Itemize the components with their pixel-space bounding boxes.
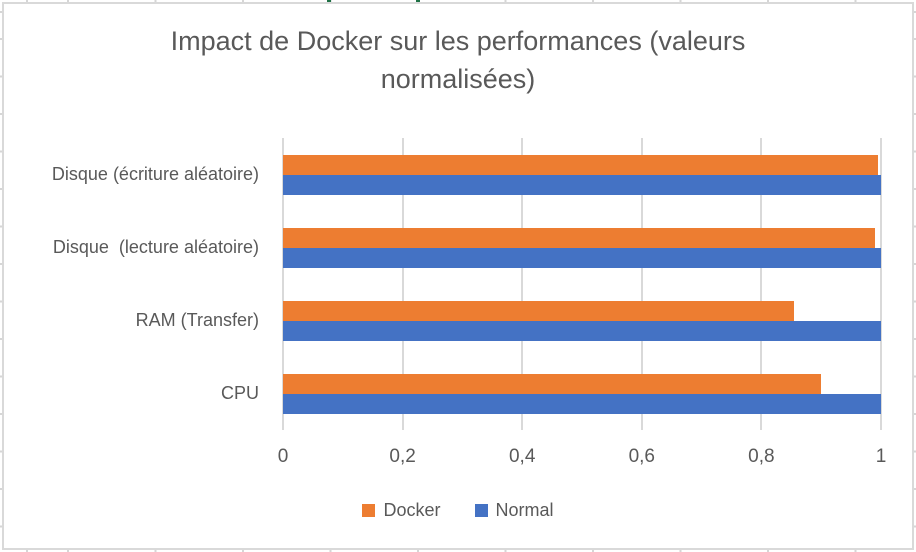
y-axis-line <box>282 138 284 430</box>
category-labels: Disque (écriture aléatoire) Disque (lectu… <box>8 138 271 430</box>
legend-swatch <box>474 504 488 517</box>
x-tick-label: 0,2 <box>389 446 416 467</box>
bar-group <box>283 357 881 430</box>
legend: Docker Normal <box>4 500 912 521</box>
category-label: Disque (écriture aléatoire) <box>51 164 259 184</box>
bar-docker[interactable] <box>283 227 876 248</box>
bar-normal[interactable] <box>283 320 881 341</box>
x-axis: 0 0,2 0,4 0,6 0,8 1 <box>278 446 887 470</box>
x-tick-label: 0,6 <box>628 446 656 467</box>
legend-item-docker[interactable]: Docker <box>362 500 441 521</box>
x-tick-label: 1 <box>875 446 887 467</box>
category-label: Disque (lecture aléatoire) <box>52 237 259 257</box>
sheet-cell-mark <box>327 0 331 2</box>
category-label: CPU <box>220 383 259 403</box>
bar-group <box>283 284 881 357</box>
bar-normal[interactable] <box>283 247 881 268</box>
x-tick-label: 0,4 <box>508 446 536 467</box>
chart-title[interactable]: Impact de Docker sur les performances (v… <box>4 22 912 98</box>
bar-rows <box>283 138 881 430</box>
plot-area <box>282 138 882 430</box>
gridline <box>401 138 404 430</box>
sheet-cell-mark <box>416 0 420 2</box>
legend-item-normal[interactable]: Normal <box>474 500 554 521</box>
bar-group <box>283 138 881 211</box>
x-tick-label: 0,8 <box>748 446 775 467</box>
bar-docker[interactable] <box>283 154 878 175</box>
gridline <box>760 138 763 430</box>
bar-normal[interactable] <box>283 174 881 195</box>
bar-normal[interactable] <box>283 393 881 414</box>
legend-label: Normal <box>495 500 554 520</box>
gridline <box>521 138 524 430</box>
legend-swatch <box>362 504 376 517</box>
legend-label: Docker <box>383 500 441 520</box>
x-tick-label: 0 <box>277 446 289 467</box>
chart-title-text: Impact de Docker sur les performances (v… <box>170 26 746 94</box>
category-label: RAM (Transfer) <box>135 310 259 330</box>
gridline <box>640 138 643 430</box>
bar-group <box>283 211 881 284</box>
bar-docker[interactable] <box>283 300 795 321</box>
gridline <box>880 138 882 430</box>
bar-docker[interactable] <box>283 373 822 394</box>
